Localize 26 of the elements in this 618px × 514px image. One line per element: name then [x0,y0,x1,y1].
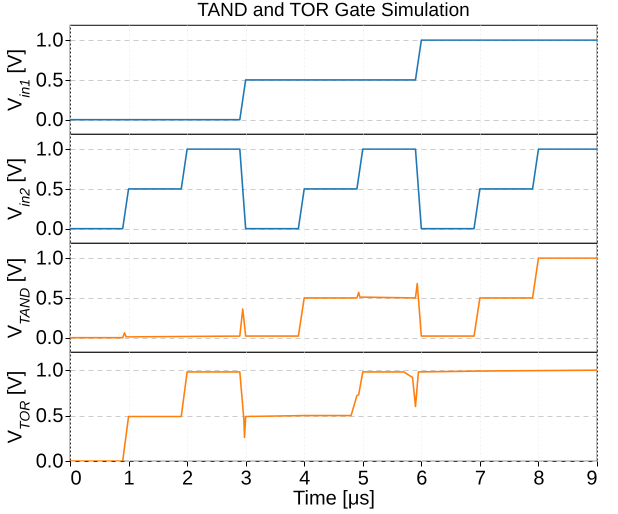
line-series [70,369,597,461]
x-tick-label: 6 [416,468,428,490]
y-tick-label: 1.0 [36,138,64,161]
x-tick-label: 3 [240,468,252,490]
x-tick-label: 4 [299,468,310,490]
x-axis-title: Time [μs] [293,488,375,510]
y-tick-label: 1.0 [36,360,64,382]
y-tick-label: 0.5 [36,69,64,92]
y-tick-label: 1.0 [36,30,64,52]
y-tick-label: 1.0 [36,248,64,270]
chart-title: TAND and TOR Gate Simulation [197,0,470,22]
y-tick-label: 0.0 [36,218,64,240]
y-tick-label: 0.0 [36,109,64,132]
x-tick-label: 7 [474,468,486,490]
line-series [70,257,597,338]
x-tick-label: 0 [70,468,82,490]
y-tick-label: 0.5 [36,178,64,200]
y-tick-label: 0.5 [36,405,64,428]
x-tick-label: 8 [533,468,545,490]
x-tick-label: 9 [586,468,598,490]
x-tick-label: 2 [182,468,194,490]
y-tick-label: 0.0 [36,450,64,472]
x-tick-label: 5 [358,468,369,490]
y-tick-label: 0.0 [36,327,64,350]
x-tick-label: 1 [123,468,135,490]
y-tick-label: 0.5 [36,287,64,310]
